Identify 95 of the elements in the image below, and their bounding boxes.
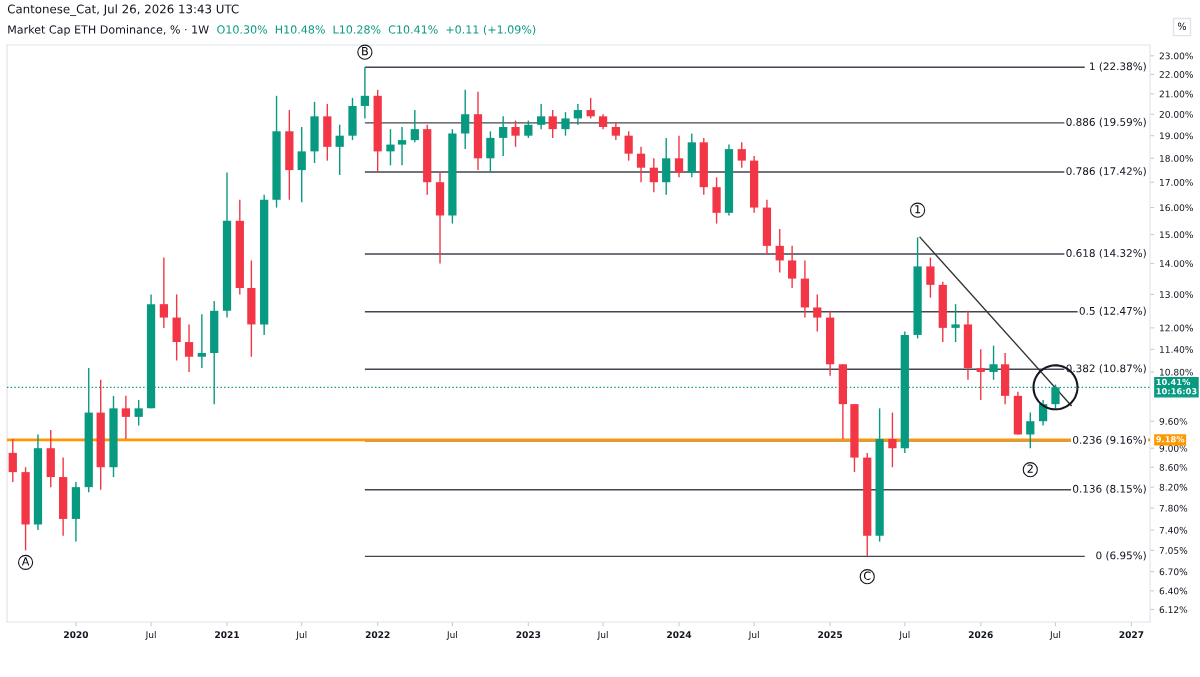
y-tick-label: 20.00% — [1159, 110, 1193, 118]
y-tick-label: 17.00% — [1160, 178, 1193, 186]
ref-line-label: 0.136 (8.15%) — [1073, 484, 1146, 494]
y-tick-label: 6.40% — [1159, 587, 1188, 595]
ref-line-label: 1 (22.38%) — [1090, 62, 1146, 72]
candlestick — [121, 395, 131, 440]
ref-line-label: 0.236 (9.16%) — [1073, 435, 1146, 446]
annotation: C — [863, 571, 871, 580]
candlestick — [649, 157, 658, 193]
y-tick-label: 13.00% — [1160, 291, 1193, 298]
ref-line-label: 0.886 (19.59%) — [1066, 117, 1146, 128]
y-tick-label: 9.00% — [1159, 444, 1188, 452]
x-tick-label: Jul — [1049, 631, 1061, 640]
ref-line-label: 10.41% 10:16:03 — [1156, 378, 1197, 395]
candlestick — [1026, 411, 1035, 449]
candlestick — [561, 111, 570, 137]
y-tick-label: 23.00% — [1159, 52, 1193, 60]
candlestick — [624, 130, 633, 162]
candlestick — [197, 313, 206, 369]
text: O10.30% H10.48% L10.28% C10.41% +0.11 (+1.09%) — [217, 25, 536, 35]
candlestick — [511, 119, 520, 148]
y-tick-label: 7.05% — [1159, 547, 1188, 554]
x-tick-label: 2024 — [667, 631, 692, 639]
text: % — [1177, 22, 1187, 30]
y-tick-label: 11.40% — [1160, 346, 1193, 353]
candlestick — [573, 103, 583, 126]
candlestick — [297, 126, 306, 204]
x-tick-label: Jul — [145, 631, 156, 640]
x-tick-label: Jul — [295, 631, 307, 640]
candlestick — [410, 109, 419, 144]
ref-line-label: 9.18% — [1156, 436, 1185, 443]
ref-line-label: 0.5 (12.47%) — [1079, 306, 1146, 317]
x-tick-label: Jul — [748, 631, 759, 640]
x-tick-label: 2025 — [818, 631, 843, 639]
x-tick-label: Jul — [446, 631, 457, 640]
candlestick — [134, 399, 143, 427]
y-tick-label: 8.20% — [1159, 483, 1188, 491]
candlestick — [537, 103, 546, 130]
candlestick — [787, 245, 797, 289]
y-tick-label: 7.40% — [1159, 526, 1188, 534]
y-tick-label: 12.00% — [1160, 324, 1193, 332]
ref-line-label: 0.382 (10.87%) — [1066, 364, 1146, 374]
candlestick — [499, 115, 508, 157]
text: Cantonese_Cat, Jul 26, 2026 13:43 UTC — [7, 4, 239, 17]
candlestick — [662, 137, 671, 196]
y-tick-label: 9.60% — [1159, 417, 1188, 425]
x-tick-label: Jul — [597, 631, 608, 640]
y-tick-label: 19.00% — [1160, 132, 1193, 140]
candlestick — [888, 411, 897, 468]
ref-line-label: 0.786 (17.42%) — [1066, 166, 1146, 177]
candlestick — [548, 109, 557, 139]
y-tick-label: 8.60% — [1159, 463, 1188, 471]
x-tick-label: 2027 — [1119, 631, 1144, 639]
chart-title: Market Cap ETH Dominance, % · 1W — [8, 25, 209, 36]
candlestick — [737, 141, 746, 169]
y-tick-label: 22.00% — [1159, 71, 1193, 78]
candlestick — [184, 323, 194, 373]
candlestick — [360, 66, 370, 120]
y-tick-label: 6.12% — [1159, 606, 1188, 614]
annotation: 1 — [915, 205, 921, 214]
x-tick-label: Jul — [898, 631, 910, 640]
annotation: A — [21, 557, 30, 566]
candlestick — [976, 348, 985, 401]
y-tick-label: 15.00% — [1160, 231, 1193, 239]
candlestick — [8, 438, 17, 483]
y-tick-label: 7.80% — [1159, 504, 1188, 512]
candlestick — [159, 256, 168, 329]
candlestick — [586, 97, 595, 120]
x-tick-label: 2026 — [968, 631, 993, 639]
candlestick — [636, 146, 646, 183]
y-tick-label: 10.80% — [1160, 368, 1193, 376]
candlestick — [397, 126, 407, 167]
candlestick — [926, 256, 935, 299]
candlestick — [951, 303, 960, 343]
y-tick-label: 16.00% — [1160, 204, 1193, 212]
ref-line-label: 0.618 (14.32%) — [1066, 248, 1146, 259]
annotation: 2 — [1027, 464, 1033, 473]
candlestick — [674, 134, 684, 179]
x-tick-label: 2023 — [516, 631, 541, 639]
y-tick-label: 14.00% — [1160, 260, 1193, 267]
y-tick-label: 6.70% — [1159, 568, 1188, 576]
candlestick — [386, 128, 395, 167]
x-tick-label: 2021 — [215, 631, 239, 639]
candlestick — [486, 130, 495, 174]
candlestick — [989, 344, 998, 381]
y-tick-label: 21.00% — [1159, 90, 1193, 98]
annotation: B — [362, 47, 368, 56]
ref-line-label: 0 (6.95%) — [1096, 551, 1146, 561]
x-tick-label: 2020 — [64, 631, 89, 639]
candlestick — [461, 89, 470, 150]
y-tick-label: 18.00% — [1160, 155, 1193, 162]
candlestick — [775, 228, 784, 274]
x-tick-label: 2022 — [365, 631, 390, 639]
candlestick — [335, 124, 344, 176]
candlestick — [813, 293, 822, 333]
